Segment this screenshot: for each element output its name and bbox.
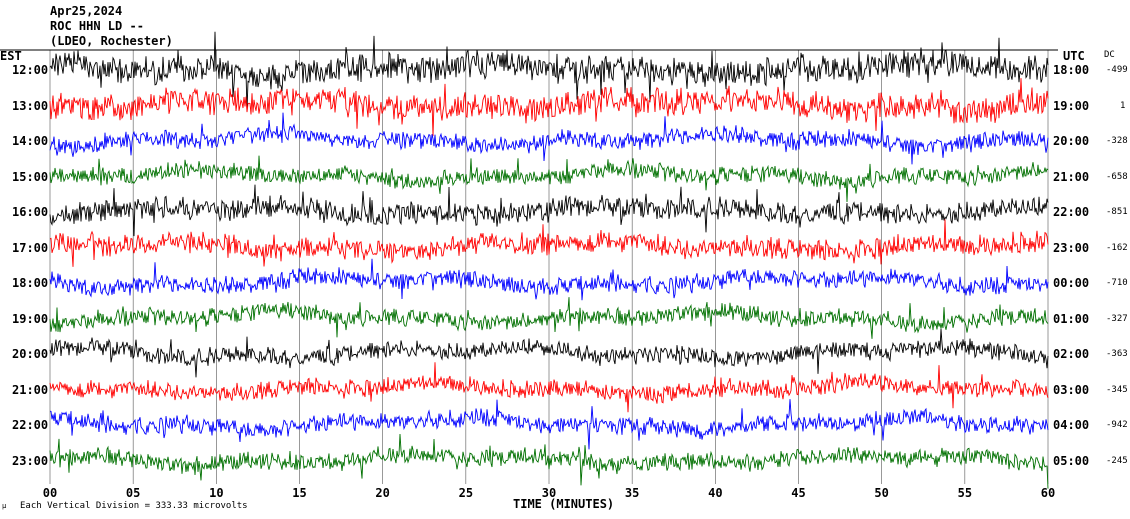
x-tick-25: 25 xyxy=(458,486,474,500)
station-location: (LDEO, Rochester) xyxy=(50,34,173,48)
utc-label-7: 01:00 xyxy=(1053,311,1090,326)
x-tick-30: 30 xyxy=(541,486,557,500)
est-label-6: 18:00 xyxy=(12,276,49,290)
utc-label-6: 00:00 xyxy=(1053,276,1090,290)
est-label-4: 16:00 xyxy=(12,205,49,219)
utc-label-9: 03:00 xyxy=(1053,382,1090,397)
scale-note: Each Vertical Division = 333.33 microvol… xyxy=(20,501,248,511)
est-label-3: 15:00 xyxy=(12,169,49,184)
trace-1800 xyxy=(49,258,1049,301)
x-tick-60: 60 xyxy=(1040,486,1056,500)
utc-label-10: 04:00 xyxy=(1053,418,1090,432)
dc-offset-2: -328 xyxy=(1106,136,1128,146)
utc-label-4: 22:00 xyxy=(1053,205,1090,219)
est-label-7: 19:00 xyxy=(12,311,49,326)
dc-offset-6: -710 xyxy=(1106,278,1128,288)
est-label-9: 21:00 xyxy=(12,382,49,397)
x-tick-10: 10 xyxy=(209,486,224,500)
trace-2200 xyxy=(49,399,1049,450)
dc-offset-7: -327 xyxy=(1106,313,1128,324)
utc-label-11: 05:00 xyxy=(1053,453,1090,468)
utc-label-0: 18:00 xyxy=(1053,63,1090,77)
x-axis-label: TIME (MINUTES) xyxy=(513,497,615,511)
x-tick-05: 05 xyxy=(125,486,141,500)
dc-title: DC xyxy=(1104,50,1115,60)
x-tick-55: 55 xyxy=(957,486,973,500)
x-tick-35: 35 xyxy=(624,486,640,500)
est-label-10: 22:00 xyxy=(12,418,49,432)
trace-1900 xyxy=(49,297,1049,339)
minute-gridlines xyxy=(49,50,1049,484)
x-tick-45: 45 xyxy=(791,486,806,500)
trace-2000 xyxy=(49,328,1049,378)
station-code: ROC HHN LD -- xyxy=(50,19,144,33)
dc-offset-8: -363 xyxy=(1106,349,1128,359)
est-label-1: 13:00 xyxy=(12,98,49,113)
utc-label-2: 20:00 xyxy=(1053,134,1090,148)
trace-2300 xyxy=(49,433,1049,489)
trace-1300 xyxy=(49,78,1049,137)
x-tick-40: 40 xyxy=(708,486,723,500)
dc-offset-1: 1 xyxy=(1120,100,1126,111)
dc-offset-3: -658 xyxy=(1106,171,1128,182)
est-label-5: 17:00 xyxy=(12,240,49,255)
dc-offset-11: -245 xyxy=(1106,455,1128,466)
left-axis-title: EST xyxy=(0,49,22,63)
trace-1400 xyxy=(49,112,1049,165)
trace-1600 xyxy=(49,184,1049,237)
est-label-11: 23:00 xyxy=(12,453,49,468)
est-label-8: 20:00 xyxy=(12,347,49,361)
utc-label-1: 19:00 xyxy=(1053,98,1090,113)
right-axis-title: UTC xyxy=(1063,49,1085,63)
utc-label-5: 23:00 xyxy=(1053,240,1090,255)
trace-group xyxy=(49,31,1049,489)
dc-offset-5: -162 xyxy=(1106,242,1128,253)
est-label-2: 14:00 xyxy=(12,134,49,148)
corner-mark: μ xyxy=(2,502,7,510)
dc-offset-4: -851 xyxy=(1106,207,1128,217)
x-tick-50: 50 xyxy=(874,486,889,500)
trace-1700 xyxy=(49,219,1049,267)
trace-1200 xyxy=(49,31,1049,111)
x-tick-15: 15 xyxy=(292,486,307,500)
est-label-0: 12:00 xyxy=(12,63,49,77)
dc-offset-0: -499 xyxy=(1106,65,1128,75)
record-date: Apr25,2024 xyxy=(50,4,123,18)
x-tick-00: 00 xyxy=(42,486,58,500)
utc-label-3: 21:00 xyxy=(1053,169,1090,184)
trace-2100 xyxy=(49,362,1049,413)
x-tick-20: 20 xyxy=(375,486,390,500)
utc-label-8: 02:00 xyxy=(1053,347,1090,361)
dc-offset-9: -345 xyxy=(1106,384,1128,395)
dc-offset-10: -942 xyxy=(1106,420,1128,430)
trace-1500 xyxy=(49,155,1049,203)
